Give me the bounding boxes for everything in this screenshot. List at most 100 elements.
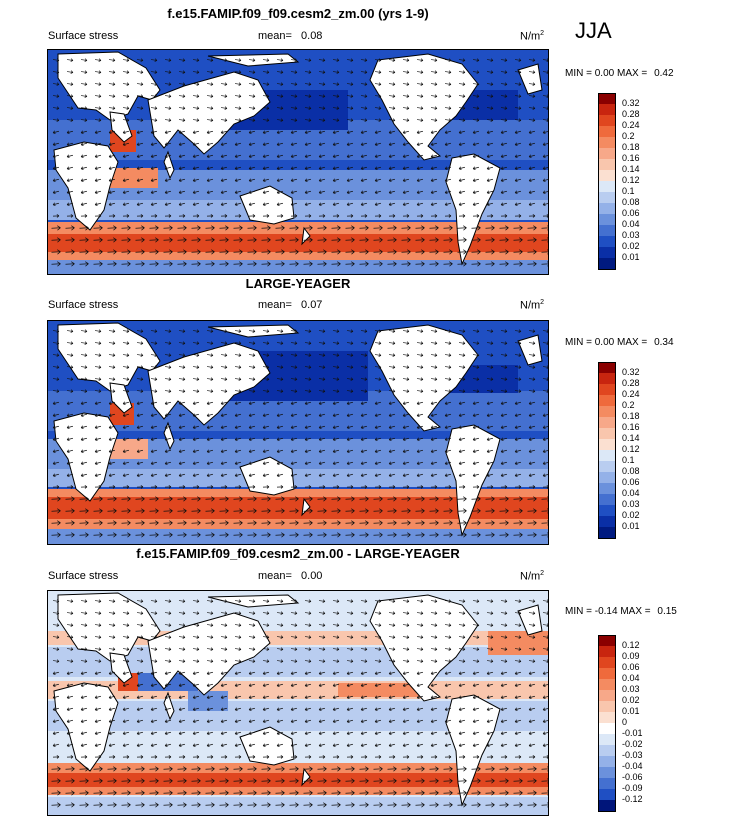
wind-stress-vector-arrow [374,425,381,430]
wind-stress-vector-arrow [374,413,381,418]
wind-stress-vector-arrow [79,778,89,784]
wind-stress-vector-arrow [444,683,451,688]
wind-stress-vector-arrow [234,190,241,195]
wind-stress-vector-arrow [542,743,548,748]
wind-stress-vector-arrow [108,671,115,676]
wind-stress-vector-arrow [472,611,480,615]
colorbar-tick-label: 0.03 [622,499,640,509]
wind-stress-vector-arrow [304,166,311,171]
wind-stress-vector-arrow [248,82,256,86]
wind-stress-vector-arrow [318,647,326,651]
wind-stress-vector-arrow [108,166,115,171]
wind-stress-vector-arrow [178,377,186,381]
wind-stress-vector-arrow [192,118,200,122]
wind-stress-vector-arrow [275,237,285,243]
wind-stress-vector-arrow [360,599,368,603]
continent-outline [53,412,119,502]
wind-stress-vector-arrow [513,249,523,255]
wind-stress-vector-arrow [122,437,129,442]
wind-stress-vector-arrow [108,659,116,663]
wind-stress-vector-arrow [261,520,271,526]
wind-stress-vector-arrow [94,214,102,218]
wind-stress-vector-arrow [94,58,102,62]
wind-stress-vector-arrow [472,755,480,759]
wind-stress-vector-arrow [220,58,228,62]
wind-stress-vector-arrow [108,449,115,454]
wind-stress-vector-arrow [164,635,172,639]
wind-stress-vector-arrow [51,802,61,808]
wind-stress-vector-arrow [275,249,285,255]
wind-stress-vector-arrow [318,166,325,171]
wind-stress-vector-arrow [93,496,103,502]
wind-stress-vector-arrow [514,106,522,110]
wind-stress-vector-arrow [486,190,493,195]
colorbar-tick-label: 0.18 [622,411,640,421]
wind-stress-vector-arrow [500,178,507,183]
wind-stress-vector-arrow [290,353,298,357]
wind-stress-vector-arrow [388,118,396,122]
wind-stress-vector-arrow [290,58,298,62]
wind-stress-vector-arrow [52,449,59,454]
wind-stress-vector-arrow [191,520,201,526]
wind-stress-vector-arrow [346,365,354,369]
wind-stress-vector-arrow [108,755,116,759]
wind-stress-vector-arrow [360,485,368,489]
wind-stress-vector-arrow [401,520,411,526]
wind-stress-vector-arrow [359,520,369,526]
wind-stress-vector-arrow [373,790,383,796]
panel-3-variable-label: Surface stress [48,570,119,582]
wind-stress-vector-arrow [318,401,325,406]
wind-stress-vector-arrow [94,377,102,381]
wind-stress-vector-arrow [108,190,115,195]
colorbar-tick-label: 0.28 [622,109,640,119]
wind-stress-vector-arrow [262,611,270,615]
wind-stress-vector-arrow [192,106,200,110]
wind-stress-vector-arrow [205,766,215,772]
wind-stress-vector-arrow [486,142,493,147]
wind-stress-vector-arrow [220,683,227,688]
wind-stress-vector-arrow [150,94,158,98]
wind-stress-vector-arrow [514,401,521,406]
wind-stress-vector-arrow [276,599,284,603]
wind-stress-vector-arrow [94,329,102,333]
wind-stress-vector-arrow [542,94,548,98]
wind-stress-vector-arrow [108,611,116,615]
wind-stress-vector-arrow [402,473,409,478]
wind-stress-vector-arrow [66,461,73,466]
wind-stress-vector-arrow [192,485,200,489]
wind-stress-vector-arrow [164,449,171,454]
wind-stress-vector-arrow [192,755,200,759]
wind-stress-vector-arrow [388,473,395,478]
wind-stress-vector-arrow [318,202,325,207]
wind-stress-vector-arrow [164,353,172,357]
wind-stress-vector-arrow [192,635,200,639]
wind-stress-vector-arrow [164,106,172,110]
wind-stress-vector-arrow [304,214,312,218]
wind-stress-vector-arrow [401,261,411,267]
wind-stress-vector-arrow [374,635,382,639]
wind-stress-vector-arrow [247,802,257,808]
colorbar-swatch [598,701,616,713]
wind-stress-vector-arrow [430,214,438,218]
wind-stress-vector-arrow [206,695,213,700]
wind-stress-vector-arrow [514,611,522,615]
wind-stress-vector-arrow [107,496,117,502]
wind-stress-vector-arrow [374,341,382,345]
wind-stress-vector-arrow [276,106,284,110]
wind-stress-vector-arrow [135,496,145,502]
wind-stress-vector-arrow [331,261,341,267]
wind-stress-vector-arrow [248,743,255,748]
wind-stress-vector-arrow [262,635,270,639]
wind-stress-vector-arrow [541,790,548,796]
colorbar-swatch [598,800,616,812]
wind-stress-vector-arrow [346,118,354,122]
wind-stress-vector-arrow [528,599,536,603]
wind-stress-vector-arrow [360,707,367,712]
wind-stress-vector-arrow [318,635,326,639]
panel-1-variable-label: Surface stress [48,30,119,42]
wind-stress-vector-arrow [66,214,74,218]
wind-stress-vector-arrow [499,237,509,243]
wind-stress-vector-arrow [458,425,465,430]
wind-stress-vector-arrow [332,106,340,110]
wind-stress-vector-arrow [332,377,340,381]
